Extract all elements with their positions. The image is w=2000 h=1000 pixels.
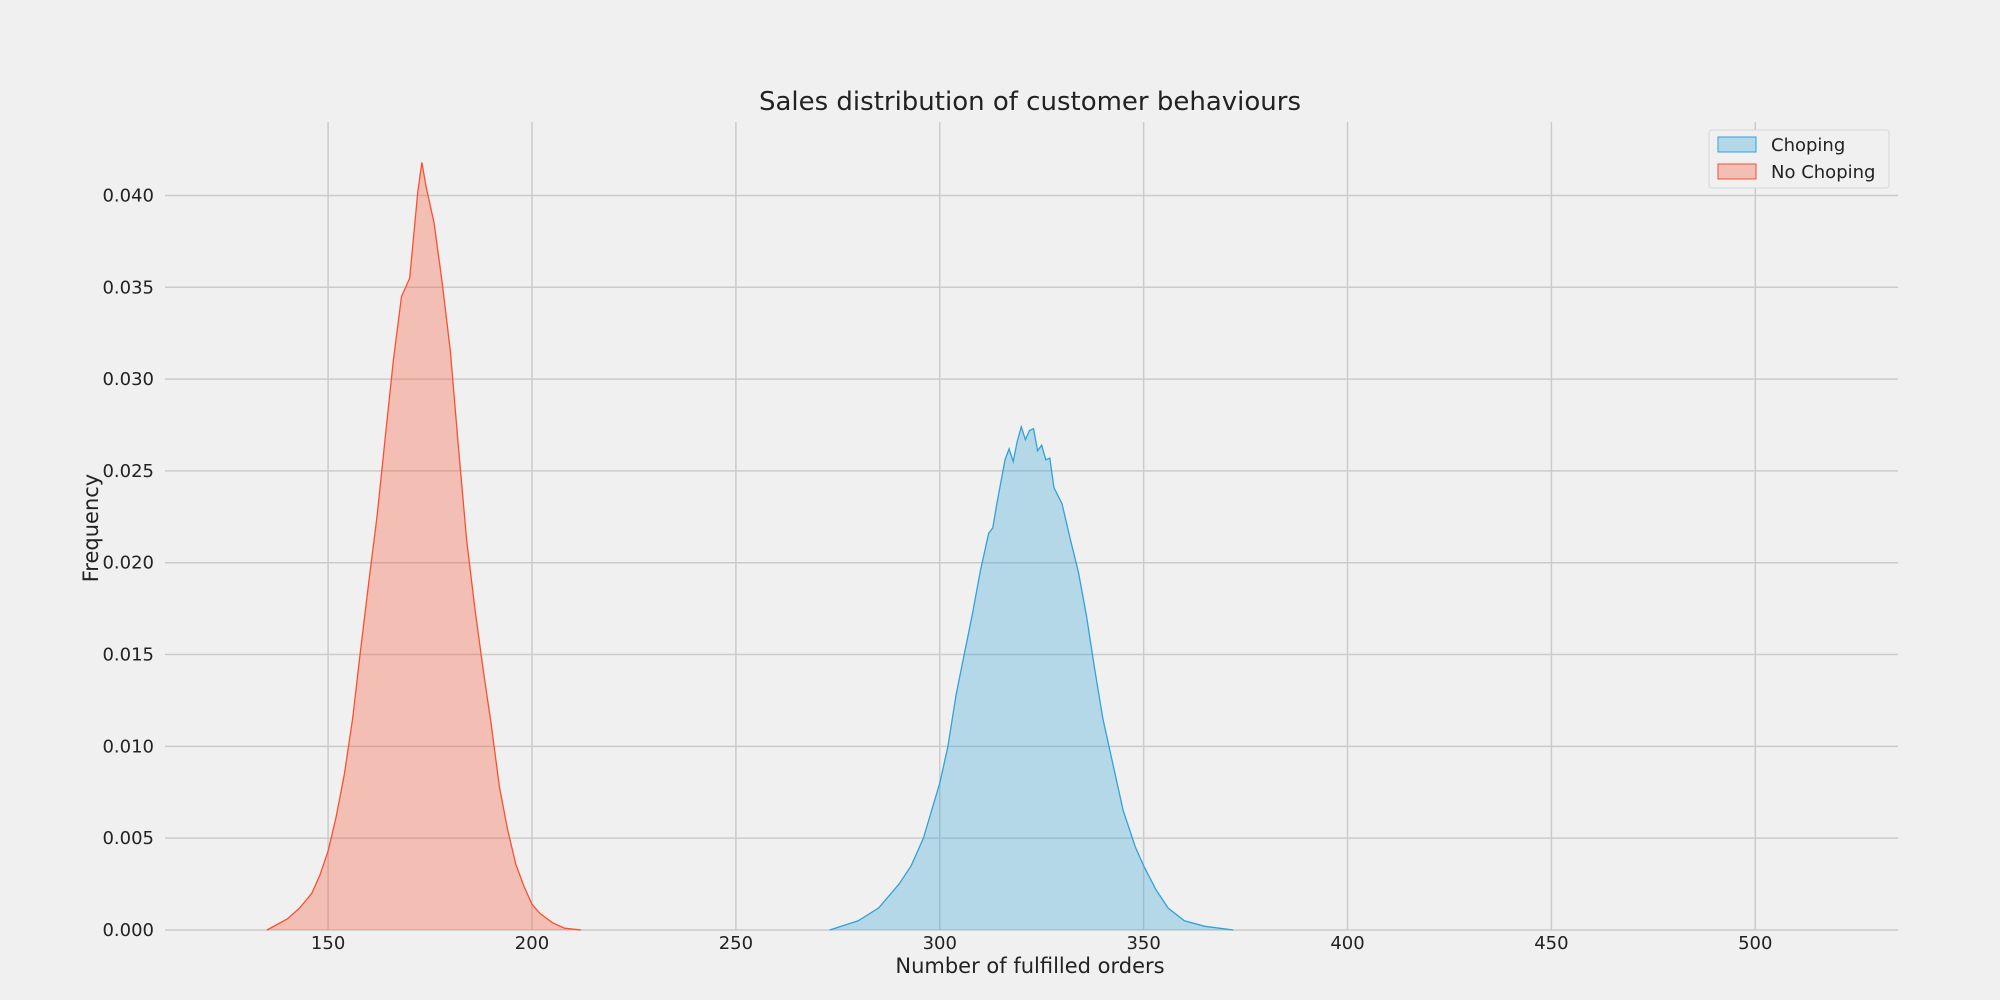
y-tick-label: 0.015 [102, 645, 154, 666]
y-tick-label: 0.030 [102, 369, 154, 390]
legend-label-no-choping: No Choping [1771, 162, 1875, 183]
x-tick-label: 350 [1126, 933, 1160, 954]
y-tick-label: 0.005 [102, 828, 154, 849]
y-axis-label: Frequency [79, 474, 103, 583]
x-tick-label: 400 [1330, 933, 1364, 954]
legend-swatch-no-choping [1717, 163, 1757, 180]
legend-swatch-choping [1717, 136, 1757, 153]
x-tick-label: 200 [515, 933, 549, 954]
tick-labels: 0.000 0.005 0.010 0.015 0.020 0.025 0.030 0.035… [102, 185, 1772, 954]
chart-title: Sales distribution of customer behaviour… [759, 87, 1301, 117]
x-axis-label: Number of fulfilled orders [895, 954, 1164, 978]
y-tick-label: 0.025 [102, 461, 154, 482]
density-area-choping [829, 426, 1234, 930]
grid-lines [165, 122, 1898, 931]
density-areas [266, 162, 1234, 931]
x-tick-label: 450 [1534, 933, 1568, 954]
density-line-choping [829, 424, 1234, 931]
y-tick-label: 0.035 [102, 277, 154, 298]
y-tick-label: 0.000 [102, 920, 154, 941]
legend-frame [1708, 129, 1890, 189]
y-tick-label: 0.040 [102, 185, 154, 206]
x-tick-label: 250 [719, 933, 753, 954]
density-line-no-choping [266, 162, 581, 931]
x-tick-label: 300 [923, 933, 957, 954]
density-area-no-choping [266, 162, 581, 930]
x-tick-label: 500 [1738, 933, 1772, 954]
y-tick-label: 0.010 [102, 736, 154, 757]
y-tick-label: 0.020 [102, 553, 154, 574]
x-tick-label: 150 [311, 933, 345, 954]
legend: Choping No Choping [1708, 129, 1890, 189]
legend-label-choping: Choping [1771, 135, 1845, 156]
